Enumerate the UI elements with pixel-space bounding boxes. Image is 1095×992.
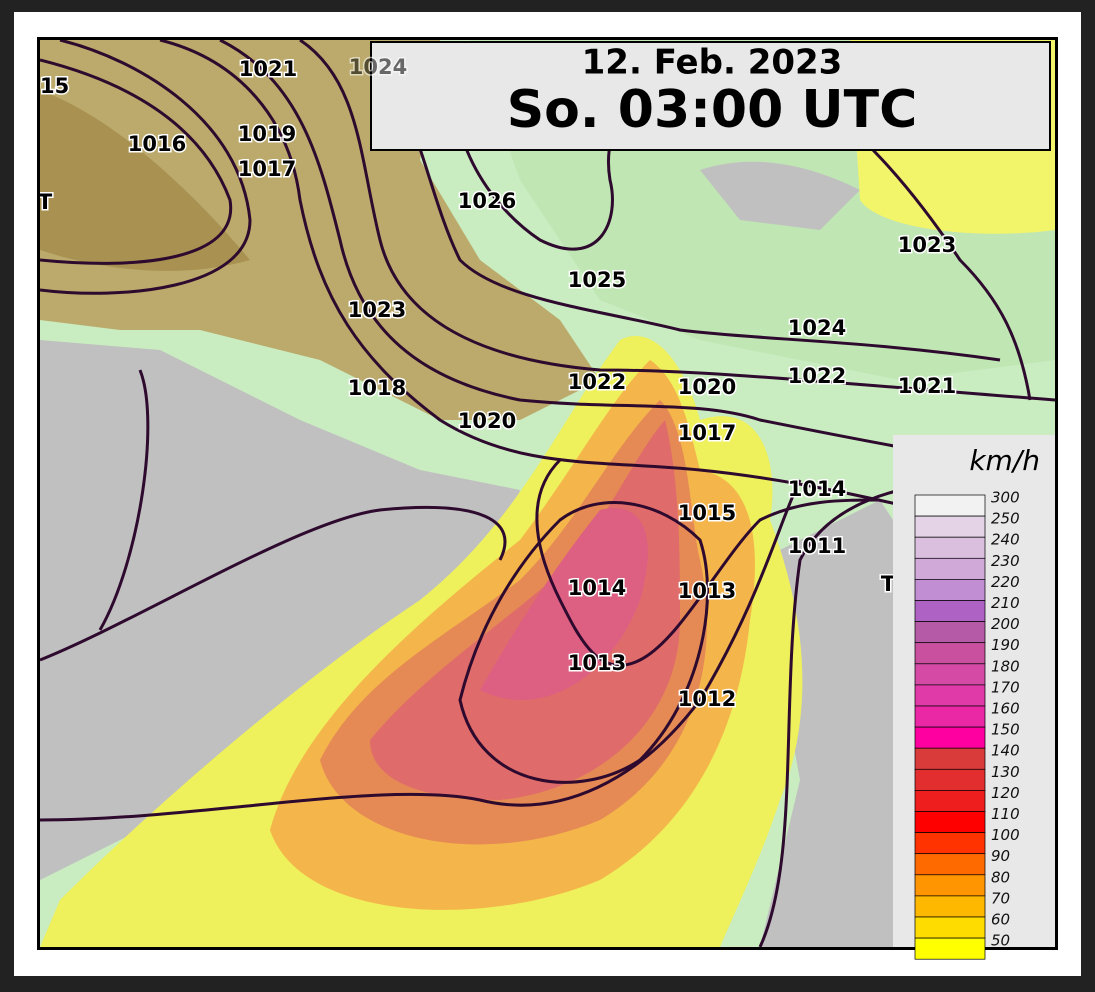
isobar-label: 1018: [348, 376, 406, 400]
legend-label: 230: [991, 552, 1020, 570]
header-box: 12. Feb. 2023 So. 03:00 UTC: [370, 41, 1051, 151]
legend-label: 200: [991, 615, 1020, 633]
isobar-label: 1017: [238, 157, 296, 181]
legend-label: 220: [991, 573, 1020, 591]
isobar-label: 1017: [678, 421, 736, 445]
isobar-label: 1013: [678, 579, 736, 603]
legend-swatch: [914, 832, 986, 855]
legend-swatch: [914, 494, 986, 517]
legend-swatch: [914, 747, 986, 770]
isobar-label: 1020: [678, 375, 736, 399]
legend-label: 160: [991, 700, 1020, 718]
legend-swatch: [914, 895, 986, 918]
isobar-label: 1023: [898, 233, 956, 257]
legend-label: 100: [991, 826, 1020, 844]
isobar-label: 1012: [678, 687, 736, 711]
legend-label: 180: [991, 657, 1020, 675]
legend-swatch: [914, 621, 986, 644]
legend-label: 80: [991, 868, 1010, 886]
legend-label: 300: [991, 489, 1020, 507]
legend-swatch: [914, 916, 986, 939]
legend-swatch: [914, 705, 986, 728]
legend-swatch: [914, 515, 986, 538]
isobar-label: 1019: [238, 122, 296, 146]
legend-label: 170: [991, 678, 1020, 696]
legend-label: 140: [991, 742, 1020, 760]
legend-label: 60: [991, 911, 1010, 929]
legend-label: 50: [991, 932, 1010, 950]
legend-label: 90: [991, 847, 1010, 865]
date: 12. Feb. 2023: [582, 43, 843, 83]
legend-swatch: [914, 536, 986, 559]
legend-swatch: [914, 768, 986, 791]
isobar-label: 1013: [568, 651, 626, 675]
isobar-label: 1025: [568, 268, 626, 292]
isobar-label: 1020: [458, 409, 516, 433]
legend-swatch: [914, 853, 986, 876]
legend-swatch: [914, 874, 986, 897]
isobar-label: 1024: [788, 316, 846, 340]
isobar-label: 1011: [788, 534, 846, 558]
legend-swatch: [914, 663, 986, 686]
legend-label: 190: [991, 636, 1020, 654]
marker: T: [881, 572, 896, 596]
isobar-label: 1026: [458, 189, 516, 213]
legend-label: 130: [991, 763, 1020, 781]
legend-label: 120: [991, 784, 1020, 802]
legend-label: 240: [991, 531, 1020, 549]
isobar-label: 1022: [788, 364, 846, 388]
marker: T: [38, 190, 53, 214]
legend-swatch: [914, 811, 986, 833]
legend-label: 250: [991, 510, 1020, 528]
legend-label: 210: [991, 594, 1020, 612]
legend: km/h 300 250 240 230 220 210 200 190 180 170 160 15…: [893, 435, 1055, 960]
legend-swatch: [914, 557, 986, 580]
isobar-label: 1023: [348, 298, 406, 322]
isobar-label: 1024: [349, 55, 407, 79]
legend-label: 110: [991, 805, 1020, 823]
isobar-label: 1021: [898, 374, 956, 398]
legend-label: 150: [991, 721, 1020, 739]
legend-swatch: [914, 684, 986, 707]
isobar-label: 1021: [239, 57, 297, 81]
isobar-label: 1014: [568, 576, 626, 600]
legend-swatch: [914, 600, 986, 622]
isobar-label: 1015: [11, 74, 69, 98]
legend-swatch: [914, 579, 986, 601]
map: [40, 40, 1055, 947]
isobar-label: 1022: [568, 370, 626, 394]
isobar-label: 1014: [788, 477, 846, 501]
isobar-label: 1016: [128, 132, 186, 156]
time: So. 03:00 UTC: [507, 80, 918, 140]
legend-label: 70: [991, 889, 1010, 907]
isobar-label: 1015: [678, 501, 736, 525]
legend-swatch: [914, 937, 986, 960]
legend-swatch: [914, 726, 986, 749]
legend-unit: km/h: [969, 444, 1040, 477]
legend-swatch: [914, 642, 986, 665]
legend-swatch: [914, 790, 986, 812]
